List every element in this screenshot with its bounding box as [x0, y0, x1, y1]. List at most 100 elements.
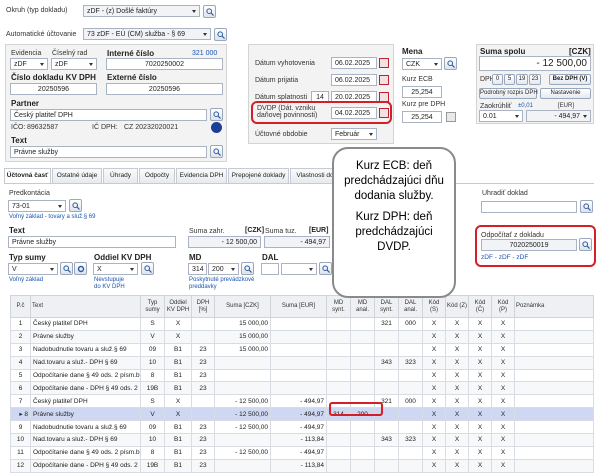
md-synt-field[interactable]: 314 [188, 263, 207, 275]
table-cell[interactable]: X [422, 445, 446, 460]
table-cell[interactable]: X [422, 368, 446, 383]
table-cell[interactable]: 12 [10, 458, 31, 473]
table-cell[interactable]: X [445, 458, 469, 473]
table-cell[interactable] [326, 355, 351, 370]
table-cell[interactable] [326, 420, 351, 435]
table-cell[interactable]: X [445, 420, 469, 435]
table-cell[interactable]: Odpočítanie dane § 49 ods. 2 písm.b) [30, 368, 141, 383]
table-cell[interactable]: 15 000,00 [214, 342, 271, 357]
table-cell[interactable] [214, 381, 271, 396]
table-cell[interactable]: 10 [140, 355, 165, 370]
table-cell[interactable]: Právne služby [30, 407, 141, 422]
tab-prepojene-doklady[interactable]: Prepojené doklady [228, 168, 289, 183]
table-cell[interactable] [374, 381, 399, 396]
table-cell[interactable] [398, 458, 423, 473]
table-cell[interactable]: 2 [10, 329, 31, 344]
table-cell[interactable]: X [491, 407, 515, 422]
kurz-ecb-field[interactable]: 25,254 [402, 86, 442, 98]
table-cell[interactable] [326, 368, 351, 383]
table-cell[interactable]: X [445, 394, 469, 409]
podrobny-rozpis-button[interactable]: Podrobný rozpis DPH [479, 88, 538, 99]
table-cell[interactable]: X [422, 420, 446, 435]
search-icon[interactable] [69, 199, 82, 212]
table-cell[interactable] [326, 342, 351, 357]
table-cell[interactable]: Český platiteľ DPH [30, 317, 141, 331]
table-cell[interactable]: X [422, 329, 446, 344]
col-header[interactable]: Suma [EUR] [270, 295, 327, 318]
table-cell[interactable]: 23 [191, 342, 215, 357]
col-header[interactable]: Kód (Z) [445, 295, 469, 318]
table-row[interactable]: 4 Nad.tovaru a služ.- DPH § 69 10 B1 23 343 32… [10, 355, 594, 370]
table-cell[interactable] [326, 445, 351, 460]
table-cell[interactable] [514, 445, 594, 460]
col-header[interactable]: Poznámka [514, 295, 594, 318]
table-cell[interactable]: B1 [164, 420, 192, 435]
table-cell[interactable]: X [445, 381, 469, 396]
table-cell[interactable]: X [422, 355, 446, 370]
table-row[interactable]: 11 Odpočítanie dane § 49 ods. 2 písm.b) 8 B… [10, 445, 594, 460]
col-header[interactable]: MD synt. [326, 295, 351, 318]
calculator-icon[interactable] [446, 112, 456, 122]
table-cell[interactable]: S [140, 317, 165, 331]
table-cell[interactable]: X [468, 394, 492, 409]
odpocitat-field[interactable]: 7020250019 [481, 239, 577, 251]
table-cell[interactable] [350, 329, 375, 344]
table-cell[interactable]: - 12 500,00 [214, 445, 271, 460]
table-cell[interactable]: 323 [398, 433, 423, 447]
table-cell[interactable]: 3 [10, 342, 31, 357]
table-cell[interactable] [350, 458, 375, 473]
table-cell[interactable] [350, 368, 375, 383]
calendar-icon[interactable] [379, 108, 389, 118]
table-cell[interactable] [270, 368, 327, 383]
table-cell[interactable] [326, 381, 351, 396]
table-cell[interactable] [514, 355, 594, 370]
table-cell[interactable]: X [468, 420, 492, 435]
search-icon[interactable] [579, 238, 592, 251]
kvdph-field[interactable]: 20250596 [10, 83, 97, 95]
table-cell[interactable]: X [491, 329, 515, 344]
table-cell[interactable]: 323 [398, 355, 423, 370]
okruh-select[interactable]: zDF - (z) Došlé faktúry [83, 5, 200, 17]
table-cell[interactable]: 23 [191, 445, 215, 460]
table-cell[interactable]: B1 [164, 342, 192, 357]
table-row[interactable]: 5 Odpočítanie dane § 49 ods. 2 písm.b) 8 B1… [10, 368, 594, 383]
table-cell[interactable]: X [491, 355, 515, 370]
externe-field[interactable]: 20250596 [106, 83, 223, 95]
rate-19-button[interactable]: 19 [516, 74, 528, 85]
table-cell[interactable]: X [491, 381, 515, 396]
table-cell[interactable] [214, 355, 271, 370]
table-cell[interactable] [326, 458, 351, 473]
nastavenie-button[interactable]: Nastavenie [540, 88, 591, 99]
table-cell[interactable]: 15 000,00 [214, 329, 271, 344]
table-cell[interactable]: X [164, 394, 192, 409]
table-cell[interactable] [398, 420, 423, 435]
table-cell[interactable]: 343 [374, 433, 399, 447]
table-cell[interactable]: Odpočítanie dane - DPH § 49 ods. 2 písm.… [30, 458, 141, 473]
oddiel-select[interactable]: X [93, 263, 138, 275]
table-cell[interactable]: X [491, 342, 515, 357]
table-cell[interactable]: Nadobudnutie tovaru a služ.§ 69 [30, 342, 141, 357]
partner-field[interactable]: Český platiteľ DPH [10, 109, 207, 121]
table-cell[interactable] [214, 433, 271, 447]
table-cell[interactable] [398, 368, 423, 383]
table-cell[interactable]: Český platiteľ DPH [30, 394, 141, 409]
table-cell[interactable]: X [445, 317, 469, 331]
table-cell[interactable]: - 12 500,00 [214, 407, 271, 422]
table-cell[interactable] [374, 445, 399, 460]
table-cell[interactable]: X [491, 368, 515, 383]
table-cell[interactable]: 6 [10, 381, 31, 396]
table-cell[interactable]: ▸ 8 [10, 407, 31, 422]
table-cell[interactable]: 23 [191, 433, 215, 447]
table-cell[interactable]: B1 [164, 355, 192, 370]
table-cell[interactable]: X [445, 342, 469, 357]
table-cell[interactable] [270, 355, 327, 370]
table-cell[interactable]: 5 [10, 368, 31, 383]
table-cell[interactable] [374, 458, 399, 473]
rate-5-button[interactable]: 5 [504, 74, 515, 85]
kurz-dph-field[interactable]: 25,254 [402, 111, 442, 123]
table-cell[interactable] [270, 342, 327, 357]
table-cell[interactable] [514, 329, 594, 344]
table-cell[interactable]: X [468, 407, 492, 422]
table-cell[interactable]: X [422, 433, 446, 447]
search-icon[interactable] [141, 262, 154, 275]
